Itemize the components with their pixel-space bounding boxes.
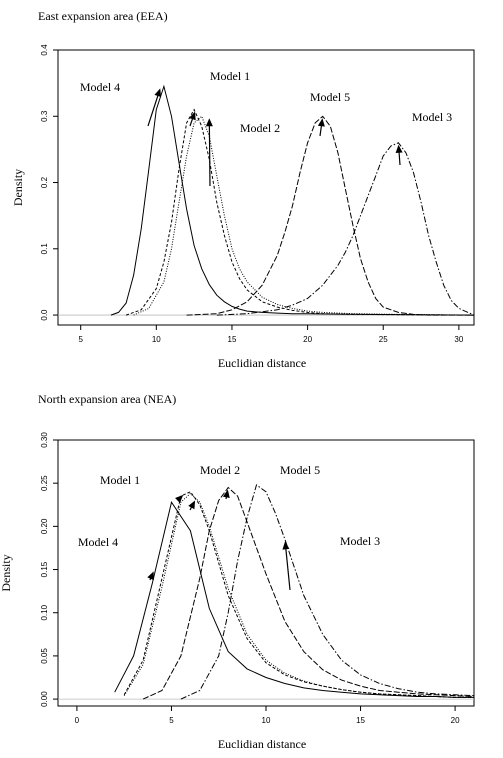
east-annotation-label: Model 2 xyxy=(240,121,280,135)
east-annotation-arrowhead xyxy=(154,88,162,98)
north-y-tick-label: 0.25 xyxy=(40,475,49,491)
north-series-model-1 xyxy=(123,491,474,698)
north-x-tick-label: 10 xyxy=(262,716,271,725)
north-annotation-label: Model 3 xyxy=(340,534,380,548)
north-y-tick-label: 0.00 xyxy=(40,691,49,707)
east-x-tick-label: 20 xyxy=(303,335,312,344)
north-x-tick-label: 15 xyxy=(356,716,365,725)
north-y-tick-label: 0.20 xyxy=(40,518,49,534)
east-series-model-2 xyxy=(133,115,475,316)
north-series-model-2 xyxy=(123,492,474,698)
north-y-axis-label: Density xyxy=(0,554,13,591)
east-annotation-arrowhead xyxy=(317,118,325,127)
north-x-tick-label: 5 xyxy=(169,716,174,725)
east-series-model-4 xyxy=(110,84,475,316)
east-x-tick-label: 25 xyxy=(379,335,388,344)
east-y-tick-label: 0.0 xyxy=(40,309,49,321)
north-y-tick-label: 0.15 xyxy=(40,561,49,577)
north-annotation-label: Model 4 xyxy=(78,535,118,549)
east-annotation-arrow xyxy=(147,93,159,127)
east-x-tick-label: 10 xyxy=(152,335,161,344)
east-x-tick-label: 15 xyxy=(228,335,237,344)
chart-title-east: East expansion area (EEA) xyxy=(38,9,168,23)
east-annotation-arrowhead xyxy=(189,111,196,121)
north-annotation-label: Model 2 xyxy=(200,463,240,477)
east-annotation-arrowhead xyxy=(205,118,213,127)
east-series-model-5 xyxy=(186,115,474,316)
north-series-model-5 xyxy=(142,486,475,700)
east-y-axis-label: Density xyxy=(11,169,25,206)
east-y-tick-label: 0.1 xyxy=(40,243,49,255)
chart-title-north: North expansion area (NEA) xyxy=(38,392,177,406)
east-annotation-arrowhead xyxy=(395,144,403,154)
east-annotation-arrow xyxy=(398,150,401,166)
north-x-tick-label: 0 xyxy=(75,716,80,725)
east-annotation-label: Model 3 xyxy=(412,110,452,124)
north-annotation-arrowhead xyxy=(188,500,196,510)
north-x-axis-label: Euclidian distance xyxy=(218,737,306,751)
north-y-tick-label: 0.05 xyxy=(40,648,49,664)
east-annotation-label: Model 5 xyxy=(310,90,350,104)
east-series-model-1 xyxy=(125,108,475,316)
north-annotation-arrowhead xyxy=(175,494,184,504)
north-annotation-arrowhead xyxy=(222,489,230,498)
east-y-tick-label: 0.3 xyxy=(40,110,49,122)
north-series-model-4 xyxy=(114,500,474,698)
north-y-tick-label: 0.30 xyxy=(40,432,49,448)
north-y-tick-label: 0.10 xyxy=(40,604,49,620)
east-annotation-label: Model 1 xyxy=(210,69,250,83)
east-plot-frame xyxy=(57,49,475,326)
east-y-tick-label: 0.2 xyxy=(40,176,49,188)
east-x-axis-label: Euclidian distance xyxy=(218,356,306,370)
east-x-tick-label: 5 xyxy=(78,335,83,344)
north-x-tick-label: 20 xyxy=(451,716,460,725)
east-x-tick-label: 30 xyxy=(454,335,463,344)
north-annotation-arrowhead xyxy=(282,541,290,550)
east-annotation-arrow xyxy=(208,124,211,187)
north-annotation-arrowhead xyxy=(147,571,154,581)
north-series-model-3 xyxy=(180,484,475,700)
north-annotation-label: Model 5 xyxy=(280,463,320,477)
east-annotation-label: Model 4 xyxy=(80,80,120,94)
east-y-tick-label: 0.4 xyxy=(40,44,49,56)
north-annotation-arrow xyxy=(285,547,291,591)
east-series-model-3 xyxy=(216,142,475,316)
north-annotation-label: Model 1 xyxy=(100,473,140,487)
